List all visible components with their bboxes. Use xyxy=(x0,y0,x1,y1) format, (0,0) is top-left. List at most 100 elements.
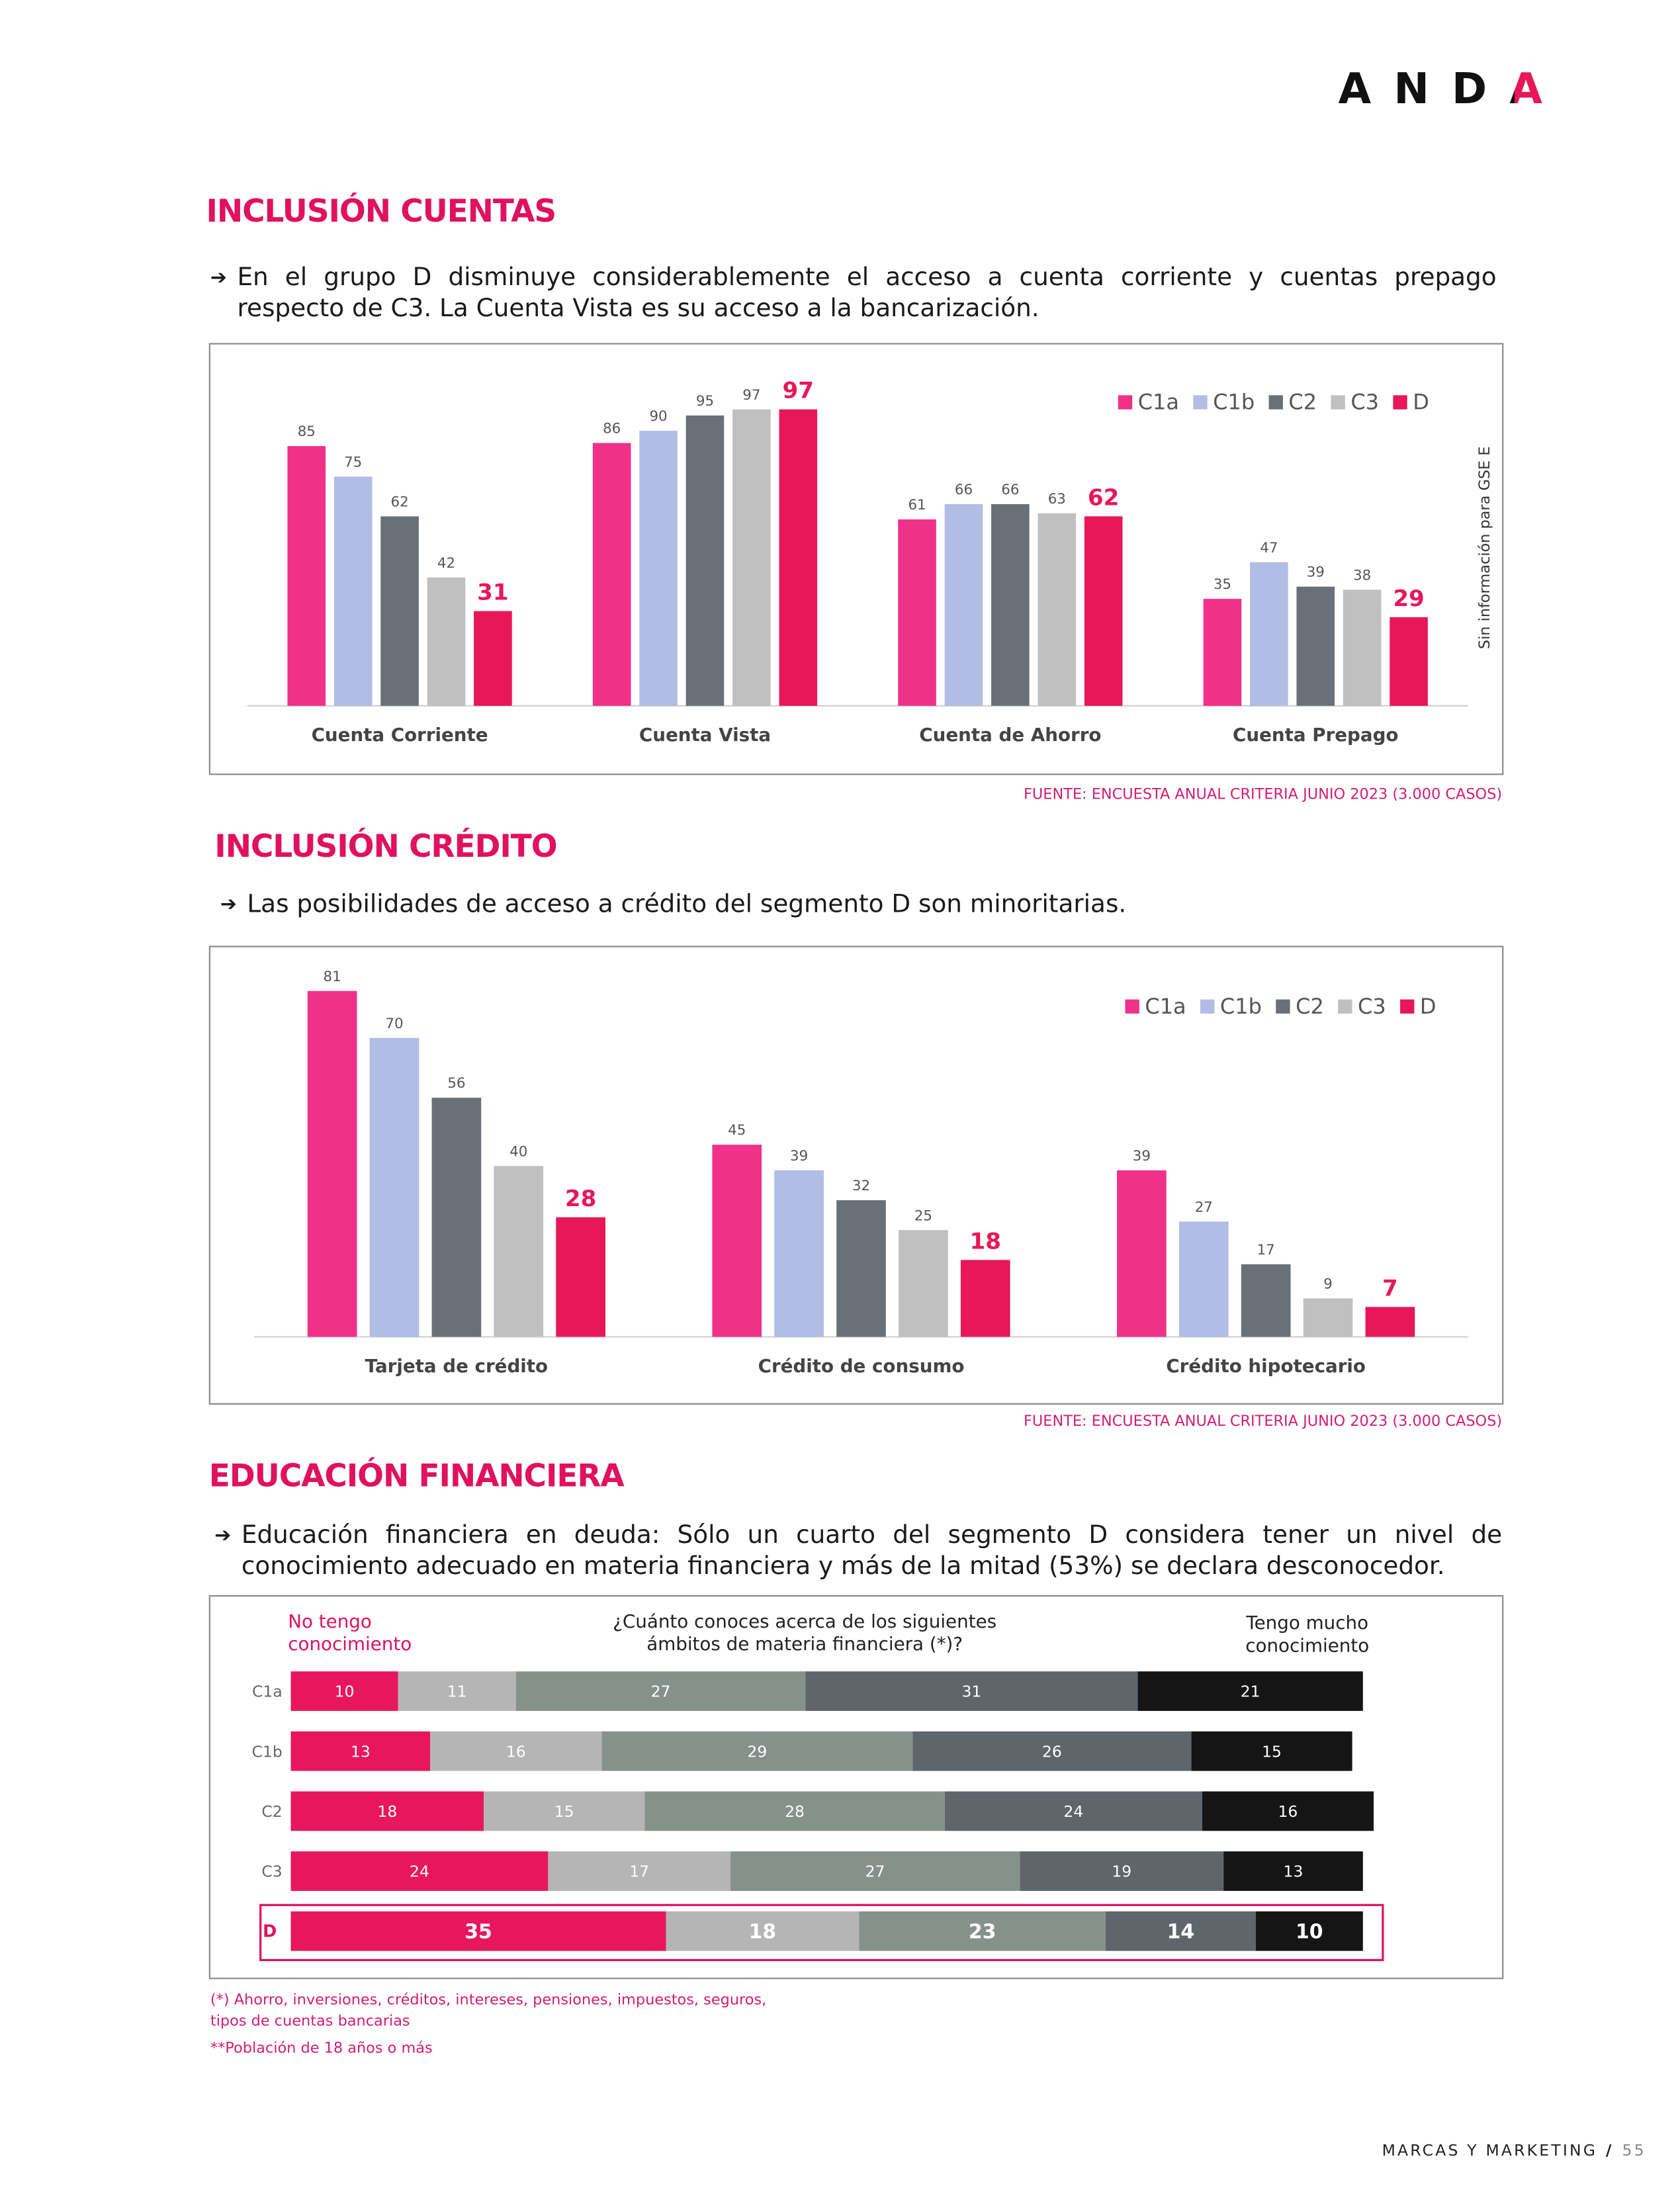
value-label: 62 xyxy=(1088,484,1120,511)
value-label: 18 xyxy=(749,1920,777,1943)
bar xyxy=(1365,1307,1415,1337)
value-label: 62 xyxy=(391,494,409,510)
chart-frame xyxy=(208,945,1504,1405)
highlight-frame xyxy=(259,1904,1384,1962)
value-label: 29 xyxy=(747,1742,767,1761)
bar xyxy=(1178,1221,1229,1337)
legend-swatch xyxy=(1118,395,1133,410)
bar xyxy=(1084,516,1123,706)
value-label: 23 xyxy=(969,1920,996,1943)
bar xyxy=(380,516,419,706)
bar xyxy=(1343,590,1382,706)
value-label: 35 xyxy=(464,1920,492,1943)
value-label: 13 xyxy=(351,1742,371,1761)
category-label: Cuenta Corriente xyxy=(312,724,488,746)
legend-swatch xyxy=(1331,395,1345,410)
legend-label: C2 xyxy=(1296,994,1324,1019)
value-label: 28 xyxy=(565,1186,596,1212)
value-label: 42 xyxy=(437,555,455,572)
right-label: Tengo mucho conocimiento xyxy=(1245,1613,1370,1657)
legend-swatch xyxy=(1400,999,1415,1014)
footnote: **Población de 18 años o más xyxy=(210,2040,433,2057)
bar xyxy=(1390,617,1428,706)
value-label: 35 xyxy=(1214,576,1231,593)
value-label: 39 xyxy=(1307,564,1325,581)
value-label: 7 xyxy=(1382,1275,1398,1301)
bar-segment xyxy=(484,1791,645,1831)
bar-segment xyxy=(805,1671,1138,1711)
bar-segment xyxy=(1223,1851,1363,1891)
bar xyxy=(1250,562,1288,706)
value-label: 90 xyxy=(649,408,667,425)
value-label: 70 xyxy=(385,1016,403,1032)
bar xyxy=(1303,1298,1353,1337)
bar xyxy=(774,1170,824,1337)
bar xyxy=(960,1260,1010,1337)
value-label: 47 xyxy=(1260,540,1278,556)
bar-segment xyxy=(548,1851,730,1891)
bar xyxy=(494,1166,544,1337)
category-label: Cuenta Vista xyxy=(639,724,771,746)
bar-segment xyxy=(290,1791,484,1831)
bar xyxy=(307,990,357,1337)
bar-segment xyxy=(290,1671,398,1711)
value-label: 17 xyxy=(1257,1242,1275,1258)
bar xyxy=(685,415,725,706)
value-label: 27 xyxy=(651,1683,671,1701)
value-label: 9 xyxy=(1323,1276,1333,1293)
value-label: 38 xyxy=(1353,567,1371,584)
value-label: 86 xyxy=(603,421,621,437)
bar xyxy=(944,503,983,706)
legend-label: C3 xyxy=(1350,390,1379,415)
bar-segment xyxy=(1137,1671,1363,1711)
bar xyxy=(333,476,373,706)
value-label: 10 xyxy=(335,1683,355,1701)
bar xyxy=(639,431,678,706)
value-label: 97 xyxy=(783,378,815,404)
bar-segment xyxy=(1202,1791,1374,1831)
source: FUENTE: ENCUESTA ANUAL CRITERIA JUNIO 20… xyxy=(1024,1413,1503,1430)
bar-segment xyxy=(290,1851,549,1891)
legend-label: C1b xyxy=(1213,390,1255,415)
bar xyxy=(1038,513,1077,706)
legend-label: D xyxy=(1420,994,1437,1019)
value-label: 24 xyxy=(1063,1802,1083,1821)
row-label: C1a xyxy=(252,1683,283,1701)
value-label: 16 xyxy=(506,1742,526,1761)
value-label: 39 xyxy=(1133,1148,1151,1164)
value-label: 31 xyxy=(961,1683,981,1701)
bar xyxy=(474,611,512,706)
value-label: 18 xyxy=(377,1802,397,1821)
bar xyxy=(991,503,1030,706)
footnote: (*) Ahorro, inversiones, créditos, inter… xyxy=(210,1991,767,2031)
value-label: 81 xyxy=(324,969,341,985)
value-label: 13 xyxy=(1284,1862,1304,1881)
bar-segment xyxy=(1105,1911,1256,1951)
bar-segment xyxy=(944,1791,1202,1831)
value-label: 97 xyxy=(742,387,760,404)
chart-title: ¿Cuánto conoces acerca de los siguientes… xyxy=(613,1612,997,1656)
row-label: C2 xyxy=(261,1802,282,1821)
value-label: 95 xyxy=(696,393,714,410)
value-label: 29 xyxy=(1393,586,1425,612)
section-title: EDUCACIÓN FINANCIERA xyxy=(208,1460,625,1495)
bar xyxy=(1203,599,1242,706)
value-label: 11 xyxy=(447,1683,467,1701)
row-label: D xyxy=(263,1921,277,1941)
bar xyxy=(899,1230,948,1337)
value-label: 40 xyxy=(509,1143,527,1160)
value-label: 21 xyxy=(1241,1683,1260,1701)
value-label: 10 xyxy=(1296,1920,1323,1943)
footer-text: MARCAS Y MARKETING xyxy=(1382,2141,1598,2160)
chart-frame xyxy=(208,1595,1504,1980)
bar-segment xyxy=(666,1911,860,1951)
value-label: 85 xyxy=(298,423,316,440)
bar-segment xyxy=(398,1671,516,1711)
row-label: C1b xyxy=(252,1742,283,1761)
left-label: No tengo conocimiento xyxy=(288,1612,412,1656)
bar-segment xyxy=(515,1671,806,1711)
value-label: 56 xyxy=(447,1075,465,1092)
